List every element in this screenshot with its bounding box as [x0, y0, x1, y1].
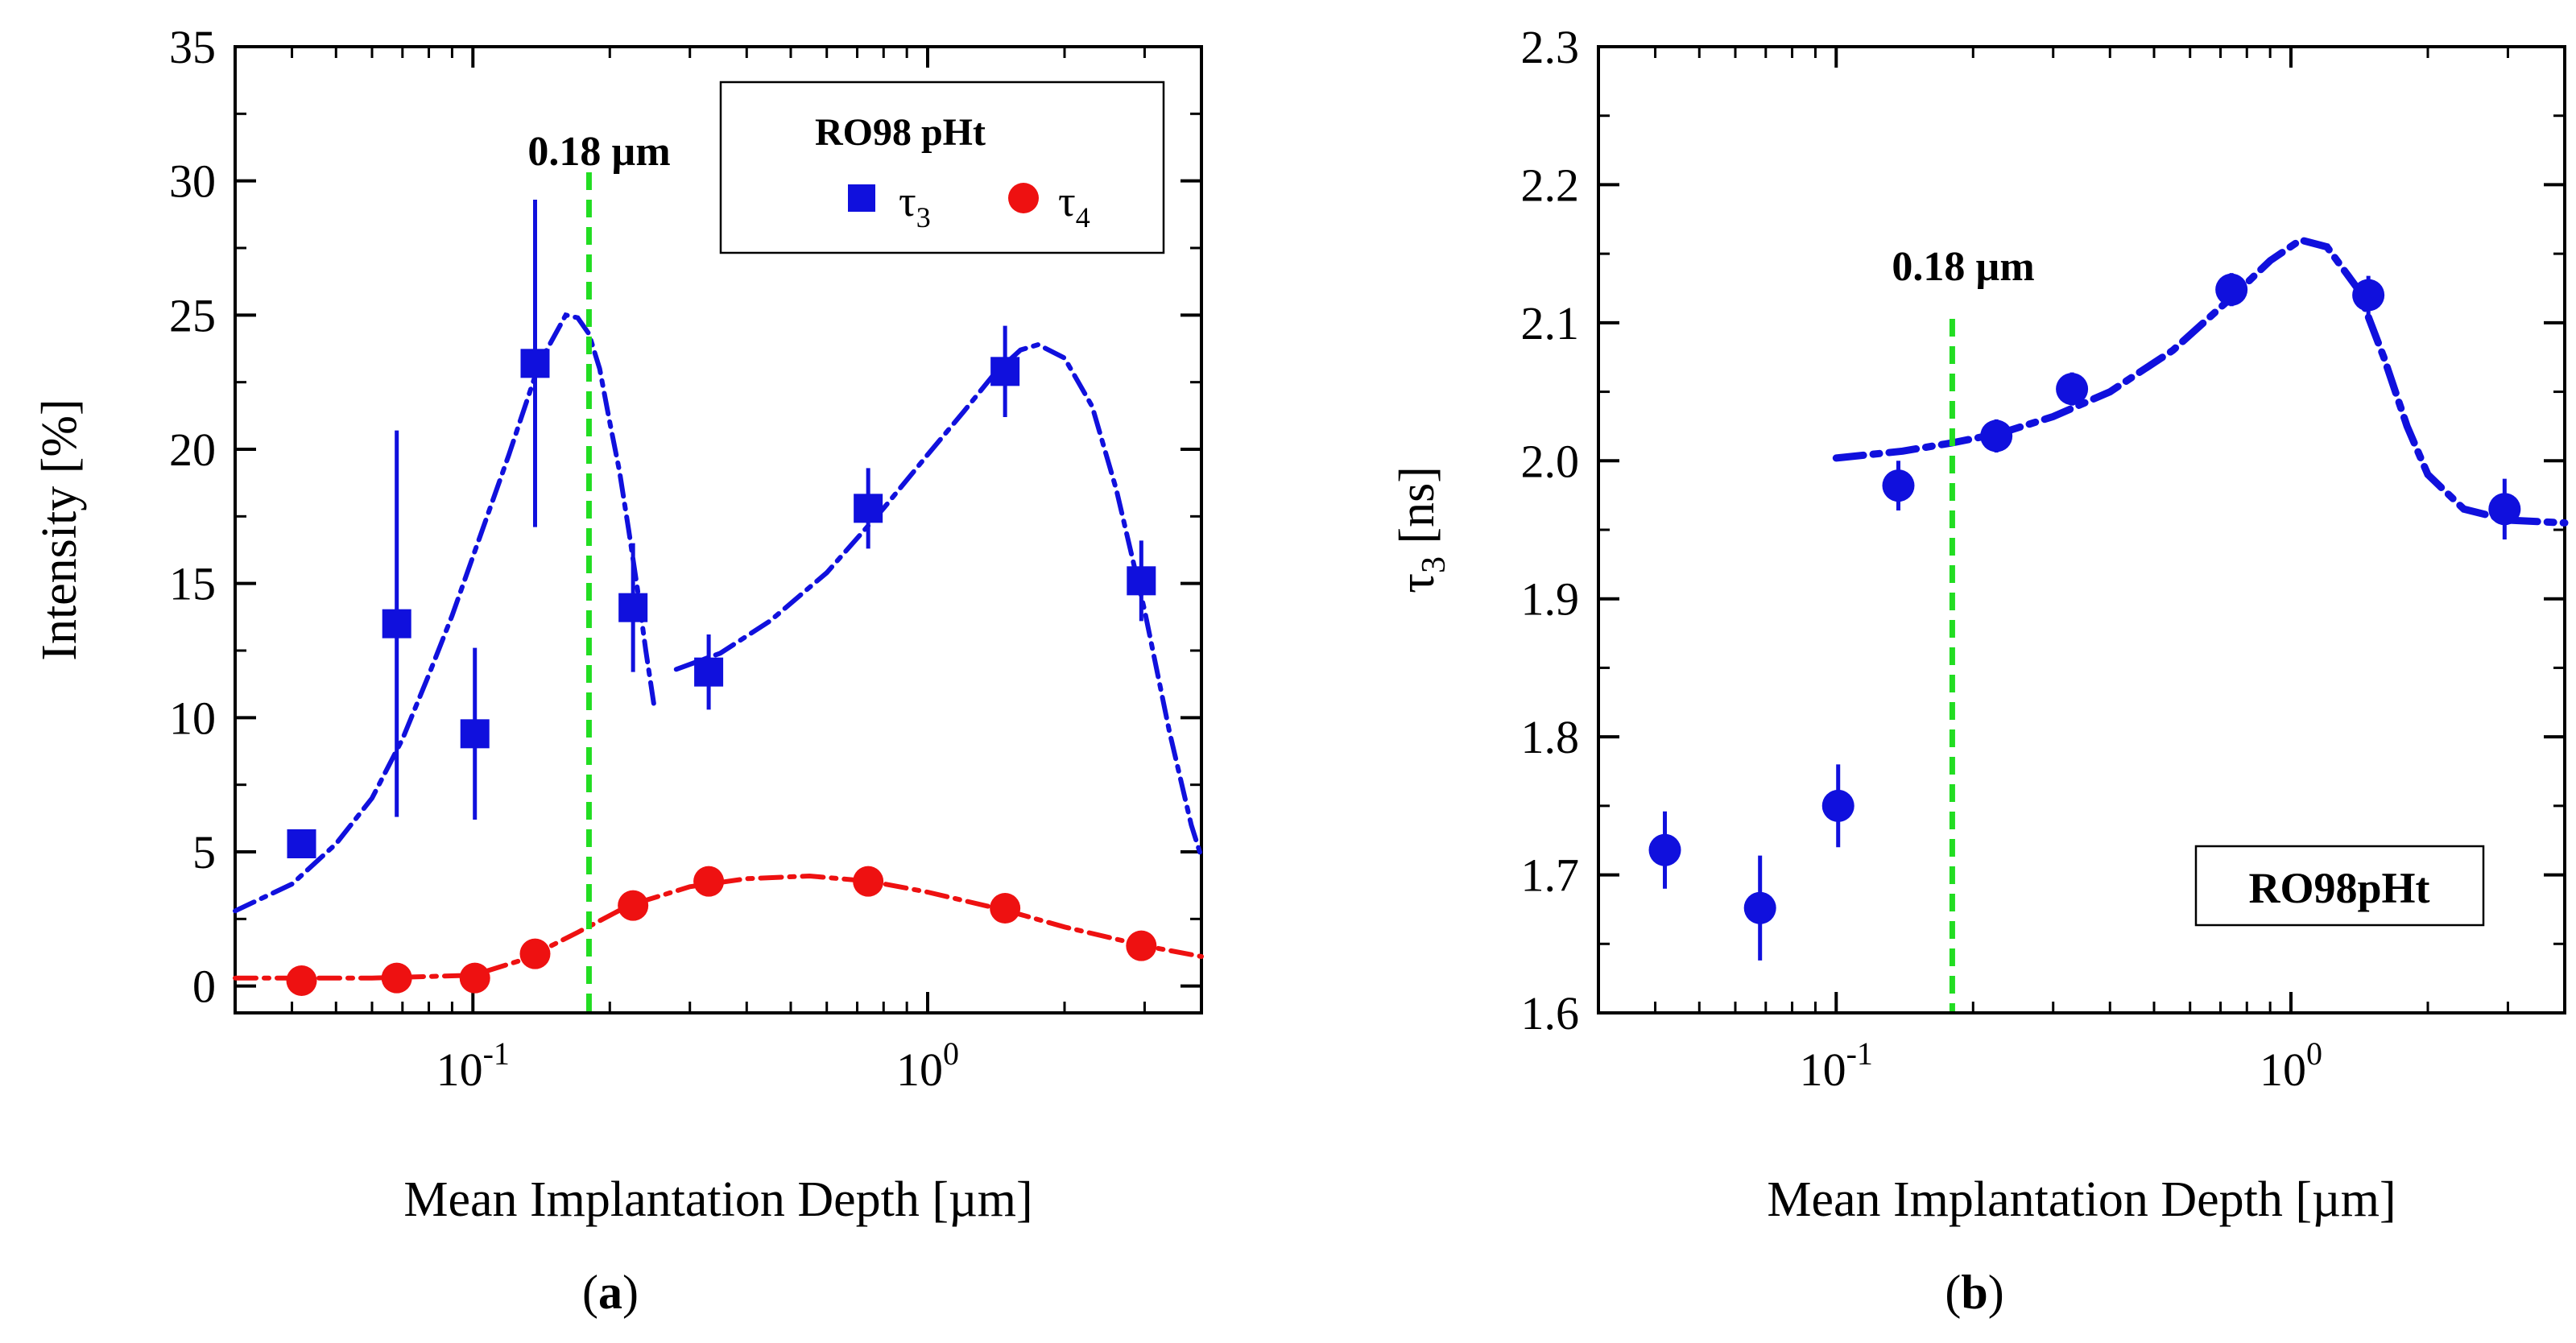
axis-ticks-a: 0 5 10 15 20 25 30 35 10-1 100 [169, 21, 1203, 1096]
data-point-circle [2352, 279, 2385, 312]
y-tick-label: 0 [192, 961, 216, 1013]
box-label-text-b: RO98pHt [2248, 864, 2429, 912]
legend-box-a [719, 81, 1165, 254]
data-point-circle [1126, 930, 1157, 961]
y-axis-label-a: Intensity [%] [32, 399, 87, 660]
legend-marker-tau4 [1008, 183, 1039, 213]
y-axis-label-b: τ3 [ns] [1390, 466, 1453, 593]
y-tick-label: 10 [169, 692, 216, 744]
y-tick-label: 5 [192, 826, 216, 878]
fit-curve-square-1 [673, 341, 1204, 860]
legend-a: RO98 pHt τ3 τ4 [719, 81, 1165, 254]
y-tick-label: 35 [169, 21, 216, 73]
panel-label-a: (a) [582, 1266, 639, 1319]
data-point-square [618, 593, 648, 622]
fit-curve-square-0 [233, 312, 656, 914]
data-point-circle [693, 866, 725, 897]
data-point-square [460, 719, 490, 749]
y-tick-label: 1.9 [1521, 573, 1580, 626]
x-axis-label-b: Mean Implantation Depth [µm] [1767, 1172, 2396, 1227]
legend-label-tau4: τ4 [1058, 177, 1090, 233]
legend-title-a: RO98 pHt [815, 111, 986, 154]
plot-area-a [234, 45, 1203, 1014]
y-tick-label: 15 [169, 558, 216, 610]
data-point-circle [459, 962, 490, 994]
error-bars-a [300, 200, 1143, 852]
depth-marker-label-b: 0.18 µm [1892, 244, 2034, 290]
data-point-circle [286, 965, 317, 996]
legend-label-tau3: τ3 [899, 177, 931, 233]
y-tick-label: 2.1 [1521, 297, 1580, 349]
box-label-b: RO98pHt [2194, 845, 2485, 927]
y-tick-label: 2.2 [1521, 159, 1580, 211]
x-tick-label: 100 [896, 1035, 959, 1096]
data-point-circle [2056, 373, 2089, 406]
x-axis-label-a: Mean Implantation Depth [µm] [403, 1172, 1032, 1227]
data-point-circle [618, 890, 649, 921]
data-point-square [520, 349, 550, 378]
x-tick-label: 100 [2260, 1035, 2322, 1096]
data-point-circle [2215, 273, 2248, 306]
y-tick-label: 25 [169, 289, 216, 341]
data-points-a [286, 349, 1157, 996]
data-point-circle [381, 962, 412, 994]
depth-marker-label-a: 0.18 µm [527, 129, 670, 175]
data-point-square [854, 494, 883, 523]
data-point-square [990, 357, 1020, 386]
fit-curves-a [233, 312, 1204, 981]
data-point-circle [853, 866, 884, 897]
data-point-circle [1980, 419, 2013, 452]
data-point-circle [1648, 833, 1681, 866]
data-point-square [382, 609, 411, 638]
y-tick-label: 30 [169, 155, 216, 208]
chart-b: 1.61.71.81.92.02.12.22.310-1 100 0.18 µm … [1390, 21, 2569, 1319]
data-point-circle [1743, 891, 1776, 924]
x-tick-label: 10-1 [1800, 1035, 1873, 1096]
y-tick-label: 20 [169, 424, 216, 476]
data-point-square [1127, 566, 1156, 596]
box-label-frame-b [2194, 845, 2485, 927]
data-point-circle [1882, 469, 1915, 502]
chart-a: 0 5 10 15 20 25 30 35 10-1 100 0.18 µm RO98 pHt τ… [32, 21, 1204, 1319]
fit-curve-circle-0 [233, 873, 1204, 981]
y-tick-label: 2.3 [1521, 21, 1580, 73]
data-point-square [694, 657, 724, 687]
axis-ticks-b: 1.6 1.7 1.8 1.9 2.0 2.1 2.2 2.3 10-1 100 [1521, 21, 2566, 1096]
panel-label-b: (b) [1945, 1266, 2003, 1319]
data-point-circle [519, 938, 551, 969]
data-point-circle [2488, 493, 2521, 526]
legend-marker-tau3 [848, 184, 875, 212]
y-tick-label: 1.6 [1521, 987, 1580, 1039]
x-tick-label: 10-1 [436, 1035, 510, 1096]
data-point-circle [1821, 789, 1854, 822]
y-tick-label: 1.8 [1521, 711, 1580, 763]
data-points-b [1648, 273, 2521, 924]
data-point-circle [990, 893, 1021, 924]
y-tick-label: 1.7 [1521, 849, 1580, 902]
y-tick-label: 2.0 [1521, 435, 1580, 487]
data-point-square [287, 829, 316, 858]
